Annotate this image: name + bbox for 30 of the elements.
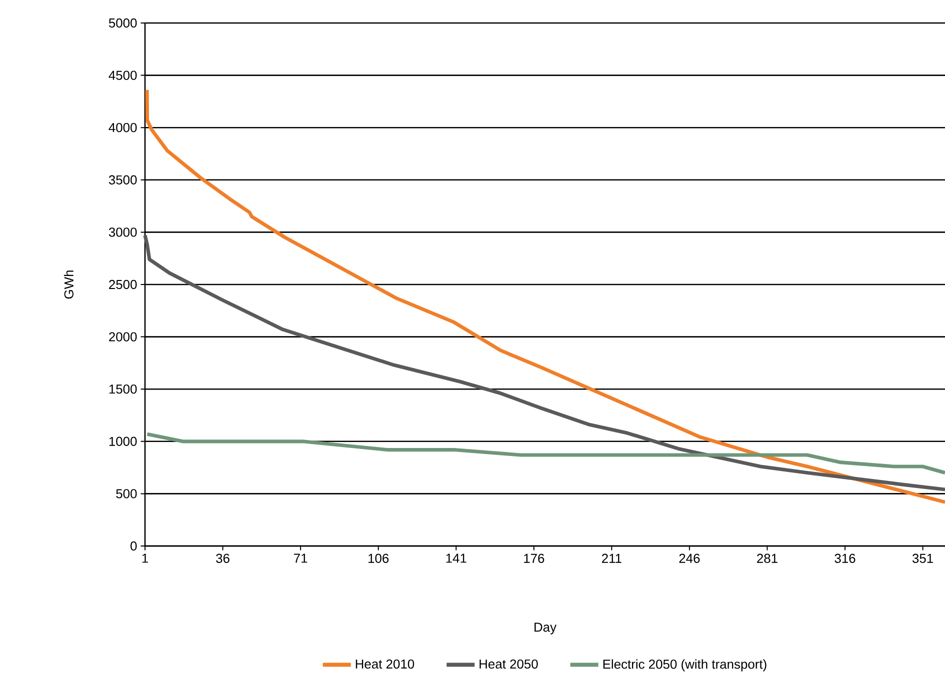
x-tick-label: 71 [294,554,308,563]
y-tick-label: 1500 [109,384,137,394]
y-tick-label: 3500 [108,175,137,184]
line-series [145,432,945,475]
x-tick-label: 36 [216,554,230,563]
y-tick-label: 1000 [109,436,137,446]
x-tick-label: 316 [834,554,856,563]
y-tick-label: 500 [116,489,137,498]
y-tick-label: 3000 [108,228,137,237]
y-axis-title: GWh [64,270,74,299]
x-tick-label: 176 [524,554,544,563]
x-tick-label: 106 [368,554,389,563]
line-series [145,88,945,504]
y-tick-label: 4000 [108,123,137,132]
legend-label: Heat 2010 [356,659,414,669]
x-tick-label: 141 [446,554,466,563]
y-tick-label: 5000 [108,18,137,28]
y-tick-label: 4500 [108,70,137,80]
x-tick-label: 351 [912,554,933,563]
x-tick-label: 1 [142,554,148,563]
legend-label: Electric 2050 (with transport) [603,659,766,672]
legend-label: Heat 2050 [480,659,538,669]
y-tick-label: 2500 [109,280,137,290]
x-tick-label: 246 [679,554,700,563]
line-series [143,234,945,492]
x-tick-label: 211 [602,554,622,563]
x-axis-title: Day [534,622,556,634]
y-tick-label: 2000 [109,332,137,342]
y-tick-label: 0 [130,541,137,551]
x-tick-label: 281 [757,554,778,563]
